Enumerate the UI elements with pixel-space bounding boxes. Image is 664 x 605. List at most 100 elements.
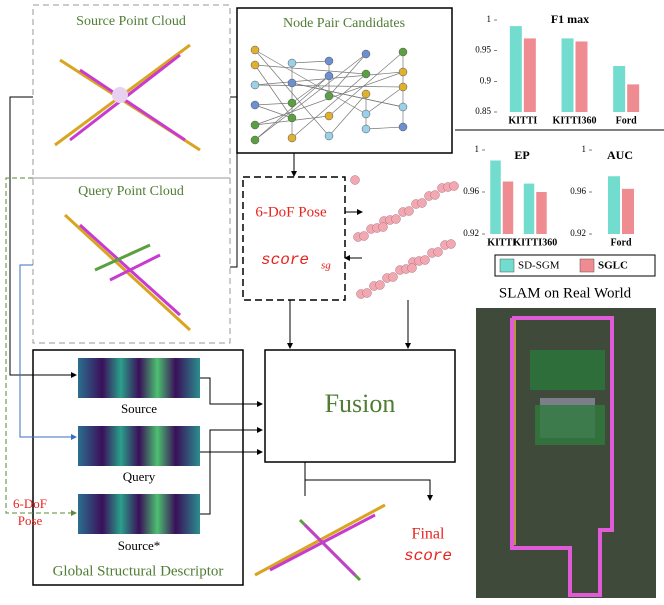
chart-title: F1 max bbox=[551, 12, 589, 26]
node bbox=[360, 232, 369, 241]
connector bbox=[20, 265, 76, 437]
y-tick-label: 1 bbox=[582, 144, 587, 154]
connector bbox=[230, 97, 237, 267]
node bbox=[251, 136, 259, 144]
figure: Source Point Cloud Query Point Cloud Nod… bbox=[0, 0, 664, 600]
node-pair-label: Node Pair Candidates bbox=[283, 16, 405, 31]
edge bbox=[366, 127, 403, 129]
y-tick-label: 0.92 bbox=[463, 228, 479, 238]
node bbox=[399, 48, 407, 56]
node bbox=[251, 81, 259, 89]
fusion-label: Fusion bbox=[325, 389, 396, 418]
final-score: score bbox=[404, 547, 452, 565]
y-tick-label: 1 bbox=[475, 144, 480, 154]
connector bbox=[200, 378, 262, 404]
final-label: Final bbox=[412, 526, 445, 543]
y-tick-label: 1 bbox=[487, 14, 492, 24]
pose-line: Pose bbox=[18, 513, 43, 528]
node bbox=[399, 68, 407, 76]
query-cloud bbox=[65, 215, 190, 330]
point-cloud-panel bbox=[33, 5, 230, 343]
node bbox=[408, 264, 417, 273]
score-label: score bbox=[261, 251, 309, 269]
node bbox=[399, 83, 407, 91]
pose-line: 6-DoF bbox=[13, 496, 47, 511]
node bbox=[379, 223, 388, 232]
node bbox=[447, 240, 456, 249]
query-heatmap-label: Query bbox=[123, 469, 156, 484]
node bbox=[251, 101, 259, 109]
bar bbox=[490, 161, 500, 235]
node bbox=[325, 72, 333, 80]
edge bbox=[255, 65, 292, 118]
node bbox=[325, 92, 333, 100]
node bbox=[362, 110, 370, 118]
node bbox=[421, 256, 430, 265]
legend-swatch bbox=[580, 259, 594, 272]
bar bbox=[536, 192, 546, 234]
chart-title: AUC bbox=[607, 148, 633, 162]
x-tick-label: KITTI bbox=[508, 115, 537, 126]
heatmap bbox=[78, 494, 200, 534]
source-heatmap-label: Source bbox=[121, 401, 157, 416]
connector bbox=[6, 178, 76, 513]
y-tick-label: 0.96 bbox=[463, 186, 479, 196]
y-tick-label: 0.95 bbox=[475, 45, 491, 55]
connector bbox=[230, 92, 237, 97]
node bbox=[325, 132, 333, 140]
y-tick-label: 0.85 bbox=[475, 106, 491, 116]
node bbox=[288, 114, 296, 122]
legend-label: SD-SGM bbox=[518, 260, 560, 272]
edge bbox=[255, 54, 366, 140]
heatmap bbox=[78, 426, 200, 466]
y-tick-label: 0.92 bbox=[570, 228, 586, 238]
legend-label: SGLC bbox=[598, 260, 628, 272]
edge bbox=[255, 103, 292, 105]
node bbox=[376, 281, 385, 290]
aligned-nodes bbox=[351, 176, 459, 299]
node bbox=[325, 112, 333, 120]
x-tick-label: KITTI360 bbox=[553, 115, 597, 126]
node bbox=[399, 123, 407, 131]
descriptor-title: Global Structural Descriptor bbox=[53, 563, 224, 579]
bar bbox=[576, 41, 588, 112]
bar bbox=[622, 189, 634, 234]
node-graph bbox=[251, 46, 407, 144]
node bbox=[288, 99, 296, 107]
node bbox=[288, 59, 296, 67]
node bbox=[325, 57, 333, 65]
bar bbox=[503, 182, 513, 235]
x-tick-label: KITTI360 bbox=[513, 237, 557, 248]
source-label: Source Point Cloud bbox=[76, 14, 186, 29]
bar bbox=[562, 38, 574, 112]
node bbox=[405, 207, 414, 216]
y-tick-label: 0.96 bbox=[570, 186, 586, 196]
x-tick-label: Ford bbox=[610, 237, 632, 248]
pose-box bbox=[243, 177, 345, 300]
node bbox=[389, 273, 398, 282]
final-cloud bbox=[255, 505, 385, 580]
edge bbox=[292, 61, 329, 63]
node bbox=[251, 46, 259, 54]
node bbox=[288, 79, 296, 87]
source-cloud bbox=[55, 45, 200, 150]
bar bbox=[627, 84, 639, 112]
score-subscript: sg bbox=[321, 260, 331, 272]
node bbox=[251, 61, 259, 69]
query-label: Query Point Cloud bbox=[78, 184, 184, 199]
x-tick-label: Ford bbox=[616, 115, 638, 126]
node bbox=[288, 134, 296, 142]
slam-label: SLAM on Real World bbox=[499, 285, 632, 301]
connector bbox=[200, 430, 262, 514]
heatmap bbox=[78, 358, 200, 398]
node bbox=[392, 215, 401, 224]
satellite-map bbox=[476, 308, 656, 598]
node bbox=[362, 50, 370, 58]
node bbox=[418, 199, 427, 208]
node bbox=[450, 182, 459, 191]
bar bbox=[613, 66, 625, 112]
x-tick-label: KITTI bbox=[487, 237, 516, 248]
bar bbox=[608, 176, 620, 234]
bar bbox=[510, 26, 522, 112]
node bbox=[363, 289, 372, 298]
